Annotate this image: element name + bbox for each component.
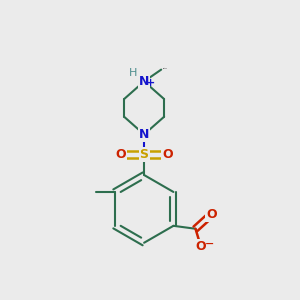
- Text: S: S: [140, 148, 148, 161]
- Text: −: −: [204, 238, 214, 248]
- Text: O: O: [206, 208, 217, 220]
- Text: O: O: [196, 240, 206, 253]
- Text: H: H: [129, 68, 137, 78]
- Text: O: O: [115, 148, 126, 161]
- Text: methyl: methyl: [163, 68, 167, 69]
- Text: N: N: [139, 128, 149, 141]
- Text: O: O: [162, 148, 173, 161]
- Text: N: N: [139, 75, 149, 88]
- Text: +: +: [146, 78, 155, 88]
